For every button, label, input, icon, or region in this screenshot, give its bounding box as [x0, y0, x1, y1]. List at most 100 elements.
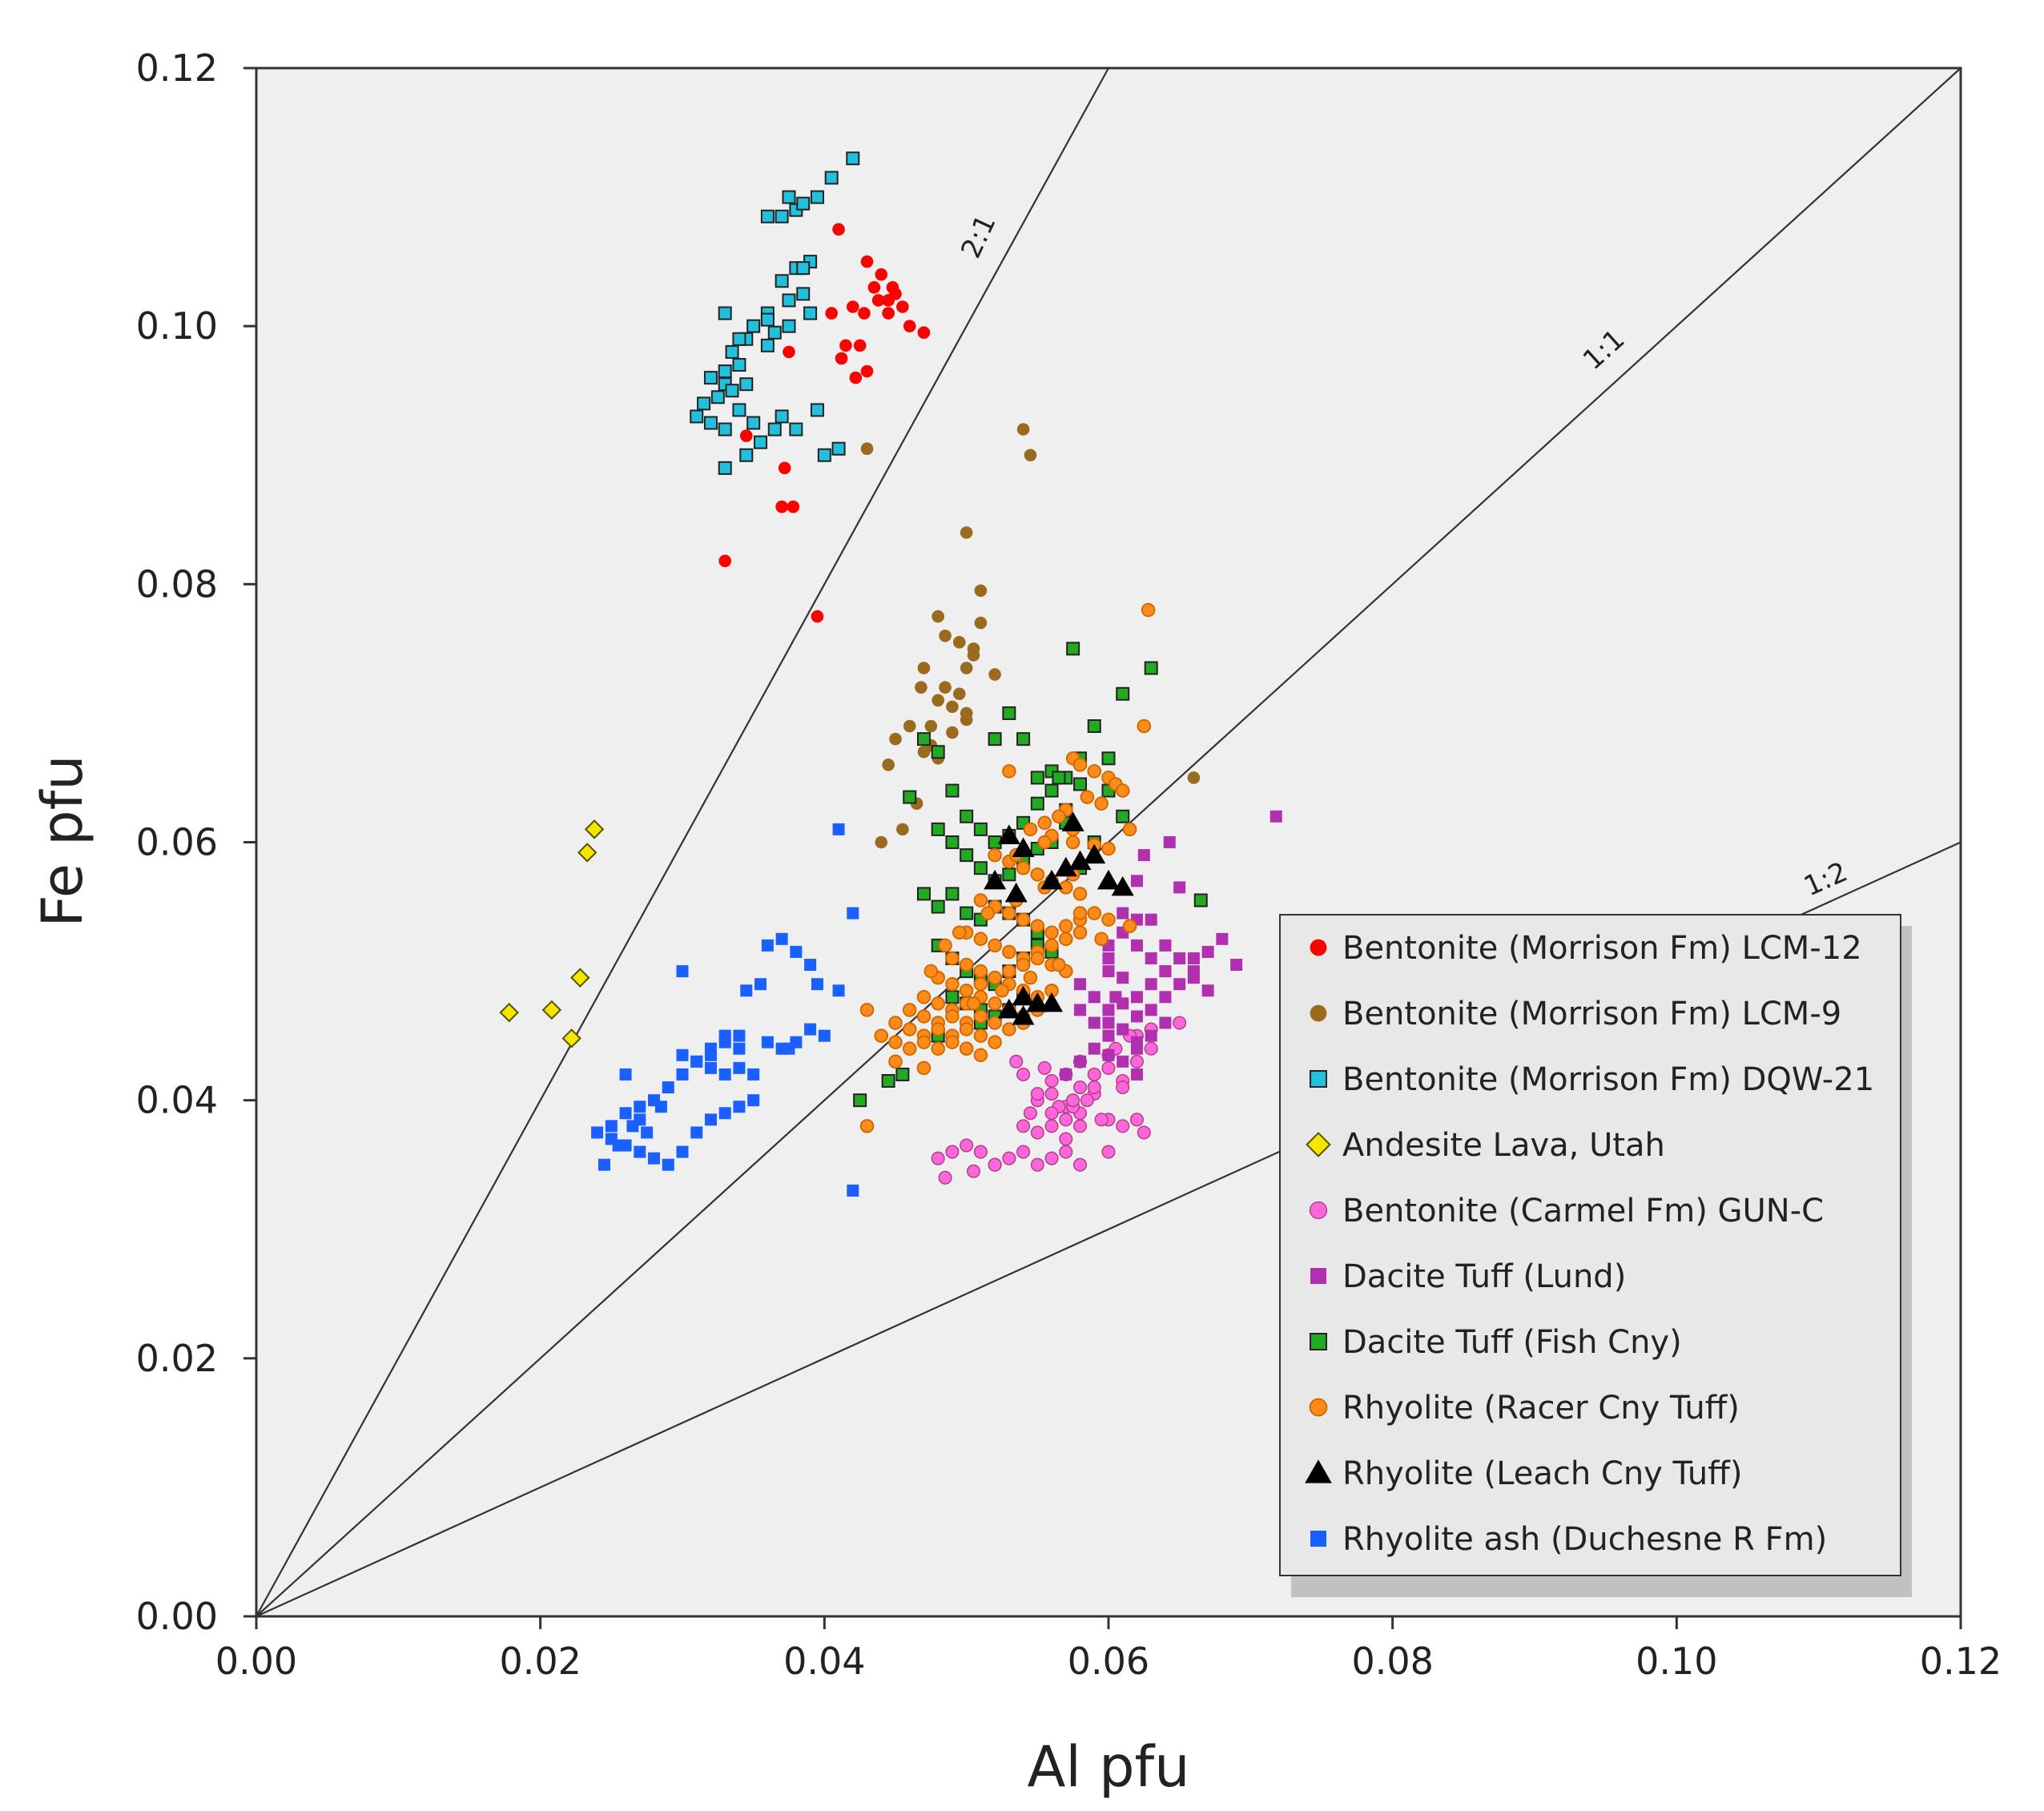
data-point [939, 629, 952, 642]
data-point [931, 822, 945, 836]
data-point [787, 500, 800, 513]
data-point [718, 1068, 731, 1081]
data-point [874, 1028, 889, 1043]
data-point [988, 938, 1002, 953]
data-point [916, 887, 931, 901]
data-point [889, 732, 902, 746]
data-point [832, 223, 845, 236]
data-point [1087, 764, 1102, 779]
data-point [931, 996, 945, 1011]
data-point [916, 1035, 931, 1049]
data-point [1130, 1036, 1143, 1048]
data-point [1088, 1042, 1100, 1055]
data-point [1122, 822, 1137, 837]
legend-marker [1310, 939, 1327, 956]
y-tick-label: 0.04 [136, 1079, 218, 1122]
data-point [903, 790, 917, 804]
data-point [1030, 1157, 1044, 1172]
series-0 [718, 223, 931, 623]
data-point [988, 732, 1002, 747]
legend-marker [1306, 1132, 1331, 1157]
data-point [1066, 642, 1080, 656]
data-point [974, 584, 988, 598]
data-point [1117, 1023, 1129, 1036]
legend-label: Andesite Lava, Utah [1342, 1127, 1665, 1164]
data-point [1269, 810, 1282, 823]
data-point [1044, 1106, 1059, 1121]
y-tick-label: 0.00 [136, 1595, 218, 1638]
data-point [853, 339, 867, 352]
data-point [1102, 1004, 1115, 1016]
data-point [803, 306, 818, 320]
legend-label: Rhyolite ash (Duchesne R Fm) [1342, 1521, 1827, 1558]
data-point [754, 978, 767, 991]
data-point [1030, 1125, 1044, 1140]
data-point [916, 990, 931, 1004]
data-point [1173, 1016, 1187, 1030]
data-point [1059, 1113, 1073, 1127]
x-axis-title: Al pfu [1027, 1734, 1189, 1800]
data-point [1002, 764, 1016, 779]
data-point [1080, 790, 1095, 804]
data-point [1030, 771, 1044, 785]
y-axis-title: Fe pfu [30, 755, 95, 927]
y-tick-label: 0.06 [136, 821, 218, 864]
data-point [1144, 661, 1158, 675]
data-point [945, 990, 960, 1004]
data-point [917, 326, 931, 340]
data-point [1023, 970, 1038, 985]
data-point [988, 1035, 1002, 1049]
data-point [1052, 957, 1066, 972]
data-point [1037, 815, 1052, 831]
data-point [1004, 882, 1028, 903]
data-point [775, 409, 789, 424]
data-point [1044, 1073, 1059, 1089]
data-point [917, 745, 931, 759]
data-point [1094, 796, 1109, 811]
data-point [1044, 1087, 1059, 1101]
data-point [1130, 1010, 1143, 1023]
data-point [988, 1157, 1002, 1172]
data-point [634, 1101, 646, 1113]
data-point [1145, 952, 1157, 964]
data-point [1024, 449, 1037, 462]
data-point [902, 1003, 917, 1017]
series-8 [984, 811, 1134, 1025]
data-point [775, 500, 788, 513]
legend-label: Bentonite (Morrison Fm) LCM-9 [1342, 996, 1841, 1032]
x-tick-label: 0.06 [1068, 1640, 1149, 1683]
data-point [1016, 912, 1031, 927]
data-point [804, 959, 817, 972]
data-point [725, 344, 739, 359]
data-point [718, 422, 732, 437]
series-9 [591, 823, 859, 1197]
data-point [676, 1145, 689, 1158]
data-point [1016, 1145, 1031, 1159]
data-point [953, 687, 966, 701]
data-point [931, 899, 945, 914]
data-point [973, 1009, 988, 1024]
data-point [859, 1003, 875, 1017]
data-point [570, 968, 590, 988]
data-point [860, 364, 874, 378]
data-point [1094, 932, 1109, 947]
data-point [973, 1048, 988, 1063]
y-tick-label: 0.02 [136, 1337, 218, 1380]
data-point [760, 312, 775, 327]
data-point [1130, 875, 1143, 887]
data-point [1137, 849, 1150, 862]
data-point [1030, 796, 1044, 811]
data-point [1216, 932, 1229, 945]
data-point [676, 1068, 689, 1081]
data-point [739, 377, 754, 392]
data-point [966, 996, 981, 1011]
data-point [1002, 706, 1016, 720]
data-point [605, 1120, 618, 1133]
data-point [1059, 1132, 1073, 1146]
data-point [1068, 850, 1092, 871]
data-point [783, 1042, 795, 1055]
data-point [867, 281, 881, 294]
legend-label: Bentonite (Morrison Fm) LCM-12 [1342, 930, 1862, 967]
data-point [704, 1061, 717, 1074]
data-point [703, 371, 718, 385]
